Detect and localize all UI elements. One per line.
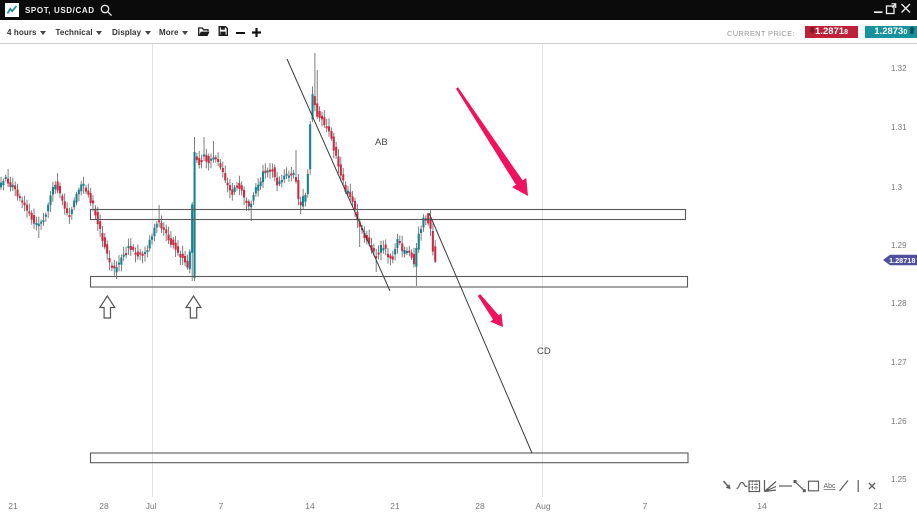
svg-text:14: 14 [305,501,315,511]
svg-text:28: 28 [475,501,485,511]
svg-text:7: 7 [643,501,648,511]
svg-text:1.3: 1.3 [891,183,903,192]
svg-text:1.28: 1.28 [891,299,907,308]
svg-text:AB: AB [375,137,388,148]
svg-text:21: 21 [390,501,400,511]
svg-text:CD: CD [537,346,551,357]
svg-text:Aug: Aug [535,501,550,511]
svg-text:1.25: 1.25 [891,475,907,484]
svg-text:7: 7 [219,501,224,511]
svg-text:1.31: 1.31 [891,123,907,132]
svg-text:1.27: 1.27 [891,358,907,367]
svg-text:21: 21 [873,501,883,511]
svg-text:Jul: Jul [146,501,157,511]
svg-text:1.32: 1.32 [891,64,907,73]
svg-text:Abc: Abc [824,483,837,490]
svg-text:14: 14 [757,501,767,511]
svg-text:1.26: 1.26 [891,417,907,426]
svg-text:1.29: 1.29 [891,241,907,250]
svg-text:21: 21 [8,501,18,511]
svg-text:28: 28 [99,501,109,511]
svg-text:1.28718: 1.28718 [889,256,915,265]
